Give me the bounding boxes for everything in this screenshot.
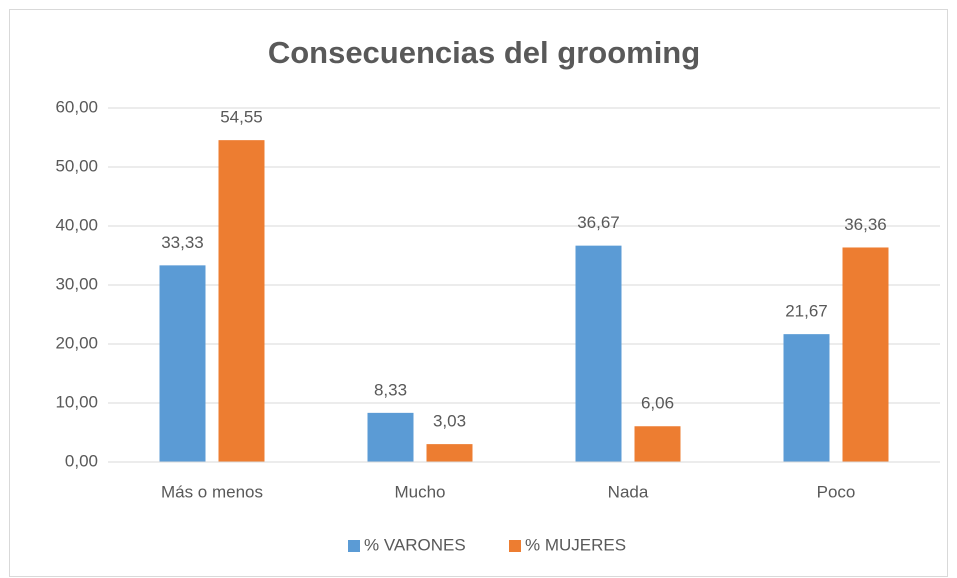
x-tick-label: Más o menos [161, 482, 263, 501]
data-label: 21,67 [785, 302, 828, 321]
bar [159, 265, 206, 462]
bar [426, 444, 473, 462]
y-tick-label: 40,00 [55, 215, 98, 234]
x-tick-label: Mucho [394, 482, 445, 501]
x-tick-label: Poco [817, 482, 856, 501]
y-tick-label: 30,00 [55, 274, 98, 293]
data-label: 6,06 [641, 394, 674, 413]
bar [842, 247, 889, 462]
legend-label: % MUJERES [525, 535, 626, 554]
data-label: 36,67 [577, 213, 620, 232]
data-label: 33,33 [161, 233, 204, 252]
data-label: 8,33 [374, 380, 407, 399]
data-label: 36,36 [844, 215, 887, 234]
chart-title: Consecuencias del grooming [268, 35, 700, 70]
bar [218, 140, 265, 462]
y-tick-label: 10,00 [55, 392, 98, 411]
data-label: 3,03 [433, 412, 466, 431]
legend-swatch [509, 540, 521, 552]
y-tick-label: 20,00 [55, 333, 98, 352]
y-tick-label: 60,00 [55, 97, 98, 116]
bar [575, 245, 622, 462]
x-tick-label: Nada [608, 482, 649, 501]
y-tick-label: 50,00 [55, 156, 98, 175]
bar [634, 426, 681, 462]
legend-label: % VARONES [364, 535, 466, 554]
chart-border [9, 9, 948, 577]
bar [367, 412, 414, 462]
data-label: 54,55 [220, 108, 263, 127]
legend-swatch [348, 540, 360, 552]
y-tick-label: 0,00 [65, 451, 98, 470]
bar [783, 334, 830, 462]
